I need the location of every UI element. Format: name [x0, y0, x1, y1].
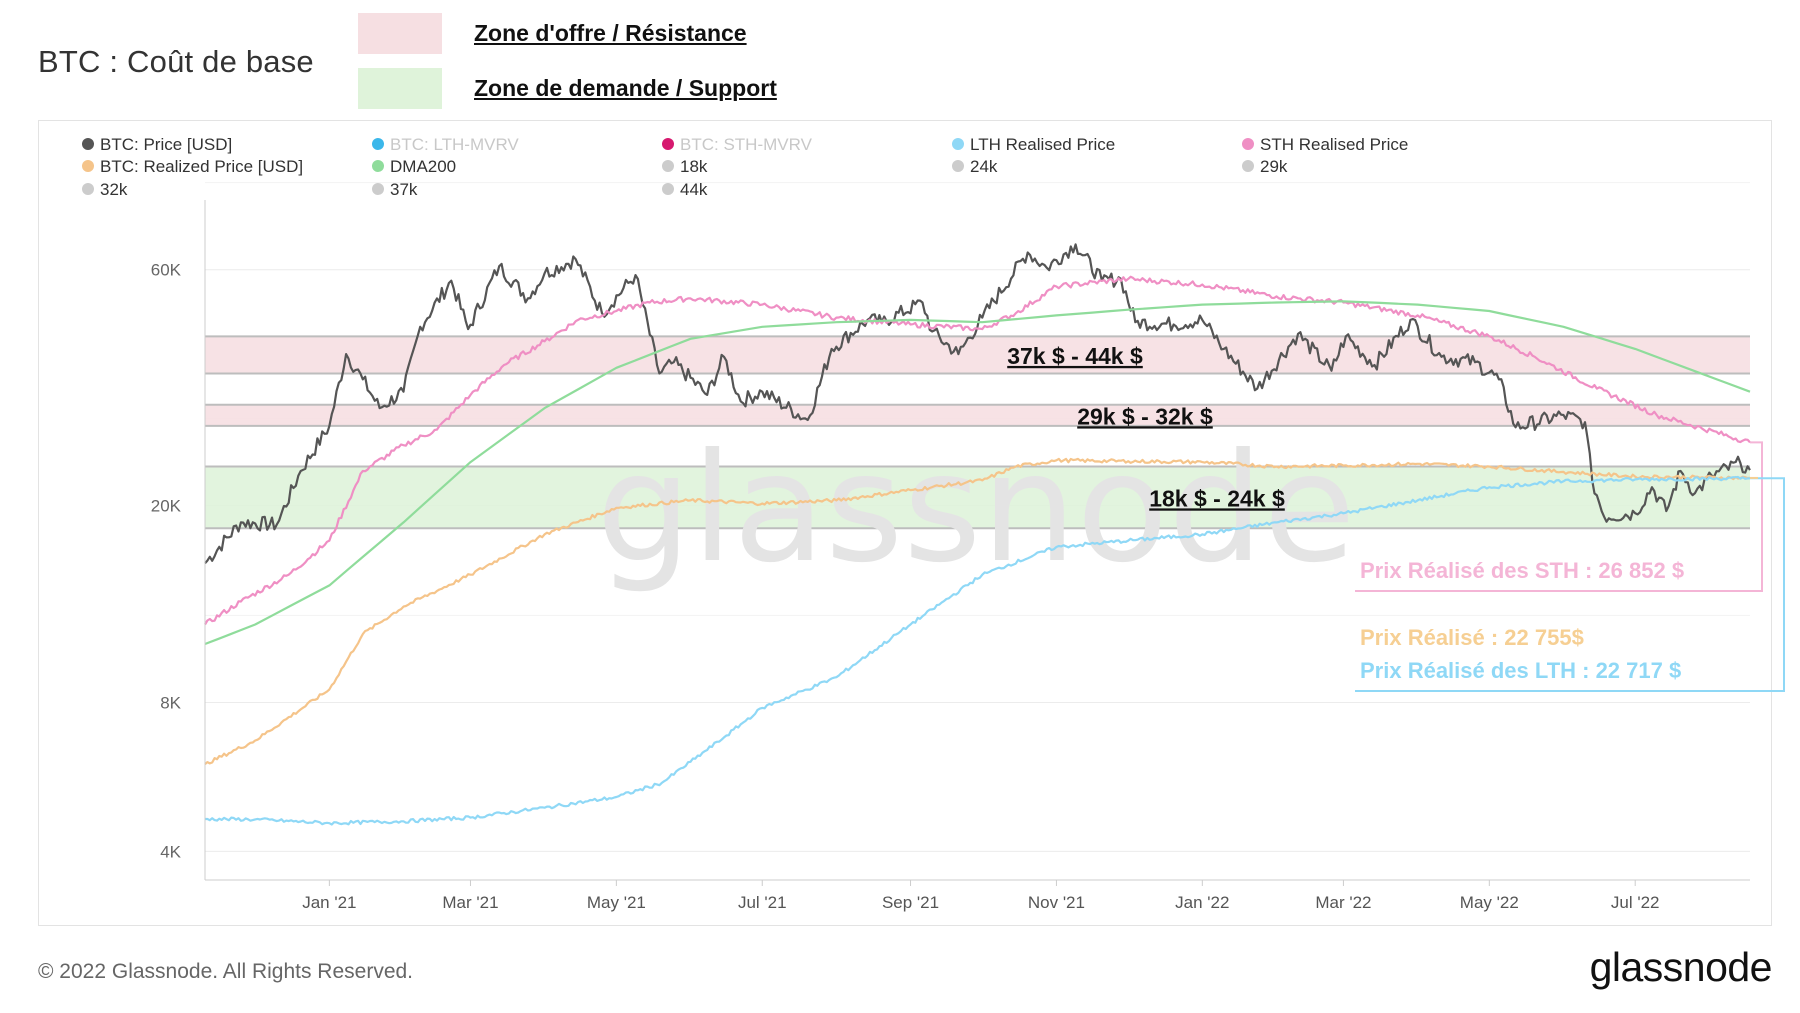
x-tick-label: Sep '21 — [882, 893, 939, 912]
legend-dot — [372, 160, 384, 172]
x-tick-label: Jan '22 — [1175, 893, 1229, 912]
series-line — [205, 475, 1751, 826]
x-tick-label: Jul '22 — [1611, 893, 1660, 912]
legend-label: 24k — [970, 157, 998, 176]
legend-label: 29k — [1260, 157, 1288, 176]
legend-dot — [82, 183, 94, 195]
zone-label: 37k $ - 44k $ — [1007, 343, 1143, 369]
legend-dot — [372, 183, 384, 195]
glassnode-watermark: glassnode — [596, 422, 1355, 596]
legend-label: BTC: STH-MVRV — [680, 135, 813, 154]
y-tick-label: 8K — [160, 693, 181, 712]
legend-label: LTH Realised Price — [970, 135, 1115, 154]
legend-label: BTC: LTH-MVRV — [390, 135, 519, 154]
legend-dot — [372, 138, 384, 150]
callout-connector — [1355, 441, 1763, 592]
zone-label: 29k $ - 32k $ — [1077, 403, 1213, 429]
legend-label: 44k — [680, 180, 708, 199]
resistance-key-swatch — [358, 13, 442, 54]
y-tick-label: 60K — [151, 261, 182, 280]
support-key-swatch — [358, 68, 442, 109]
x-tick-label: Mar '22 — [1315, 893, 1371, 912]
legend-dot — [662, 183, 674, 195]
series-line — [204, 275, 1751, 626]
x-tick-label: Jul '21 — [738, 893, 787, 912]
series-line — [204, 243, 1751, 564]
legend-dot — [662, 138, 674, 150]
series-line — [204, 300, 1751, 646]
y-tick-label: 20K — [151, 497, 182, 516]
zone-label: 18k $ - 24k $ — [1149, 485, 1285, 511]
support-key-label: Zone de demande / Support — [474, 75, 777, 101]
legend-label: 32k — [100, 180, 128, 199]
legend-label: BTC: Price [USD] — [100, 135, 232, 154]
price-zones — [205, 335, 1750, 530]
callouts: Prix Réalisé des STH : 26 852 $ Prix Réal… — [1355, 441, 1785, 692]
legend-dot — [1242, 138, 1254, 150]
y-tick-label: 4K — [160, 842, 181, 861]
zone-band — [205, 466, 1750, 529]
legend-dot — [1242, 160, 1254, 172]
page-title: BTC : Coût de base — [38, 44, 314, 79]
legend-label: STH Realised Price — [1260, 135, 1408, 154]
legend-dot — [662, 160, 674, 172]
axes: 4K 8K 20K 60K Jan '21 Mar '21 May '21 Jul '21 Se… — [151, 200, 1750, 912]
callout-connector — [1355, 477, 1785, 692]
x-tick-label: May '22 — [1460, 893, 1519, 912]
legend: BTC: Price [USD] BTC: LTH-MVRV BTC: STH-MV… — [82, 135, 1408, 199]
x-tick-label: Mar '21 — [442, 893, 498, 912]
callout-label: Prix Réalisé des STH : 26 852 $ — [1360, 558, 1684, 583]
callout-label: Prix Réalisé : 22 755$ — [1360, 625, 1584, 650]
legend-dot — [82, 138, 94, 150]
legend-label: 37k — [390, 180, 418, 199]
chart-frame — [38, 120, 1772, 926]
copyright: © 2022 Glassnode. All Rights Reserved. — [38, 960, 414, 983]
callout-label: Prix Réalisé des LTH : 22 717 $ — [1360, 658, 1681, 683]
legend-dot — [952, 160, 964, 172]
resistance-key-label: Zone d'offre / Résistance — [474, 20, 747, 46]
x-tick-label: Nov '21 — [1028, 893, 1085, 912]
legend-label: 18k — [680, 157, 708, 176]
legend-label: BTC: Realized Price [USD] — [100, 157, 303, 176]
x-tick-label: Jan '21 — [302, 893, 356, 912]
legend-label: DMA200 — [390, 157, 456, 176]
glassnode-logo: glassnode — [1589, 944, 1773, 990]
series-line — [204, 457, 1751, 766]
zone-band — [205, 336, 1750, 374]
series-lines — [204, 243, 1751, 826]
legend-dot — [952, 138, 964, 150]
legend-dot — [82, 160, 94, 172]
x-tick-label: May '21 — [587, 893, 646, 912]
zone-band — [205, 404, 1750, 426]
